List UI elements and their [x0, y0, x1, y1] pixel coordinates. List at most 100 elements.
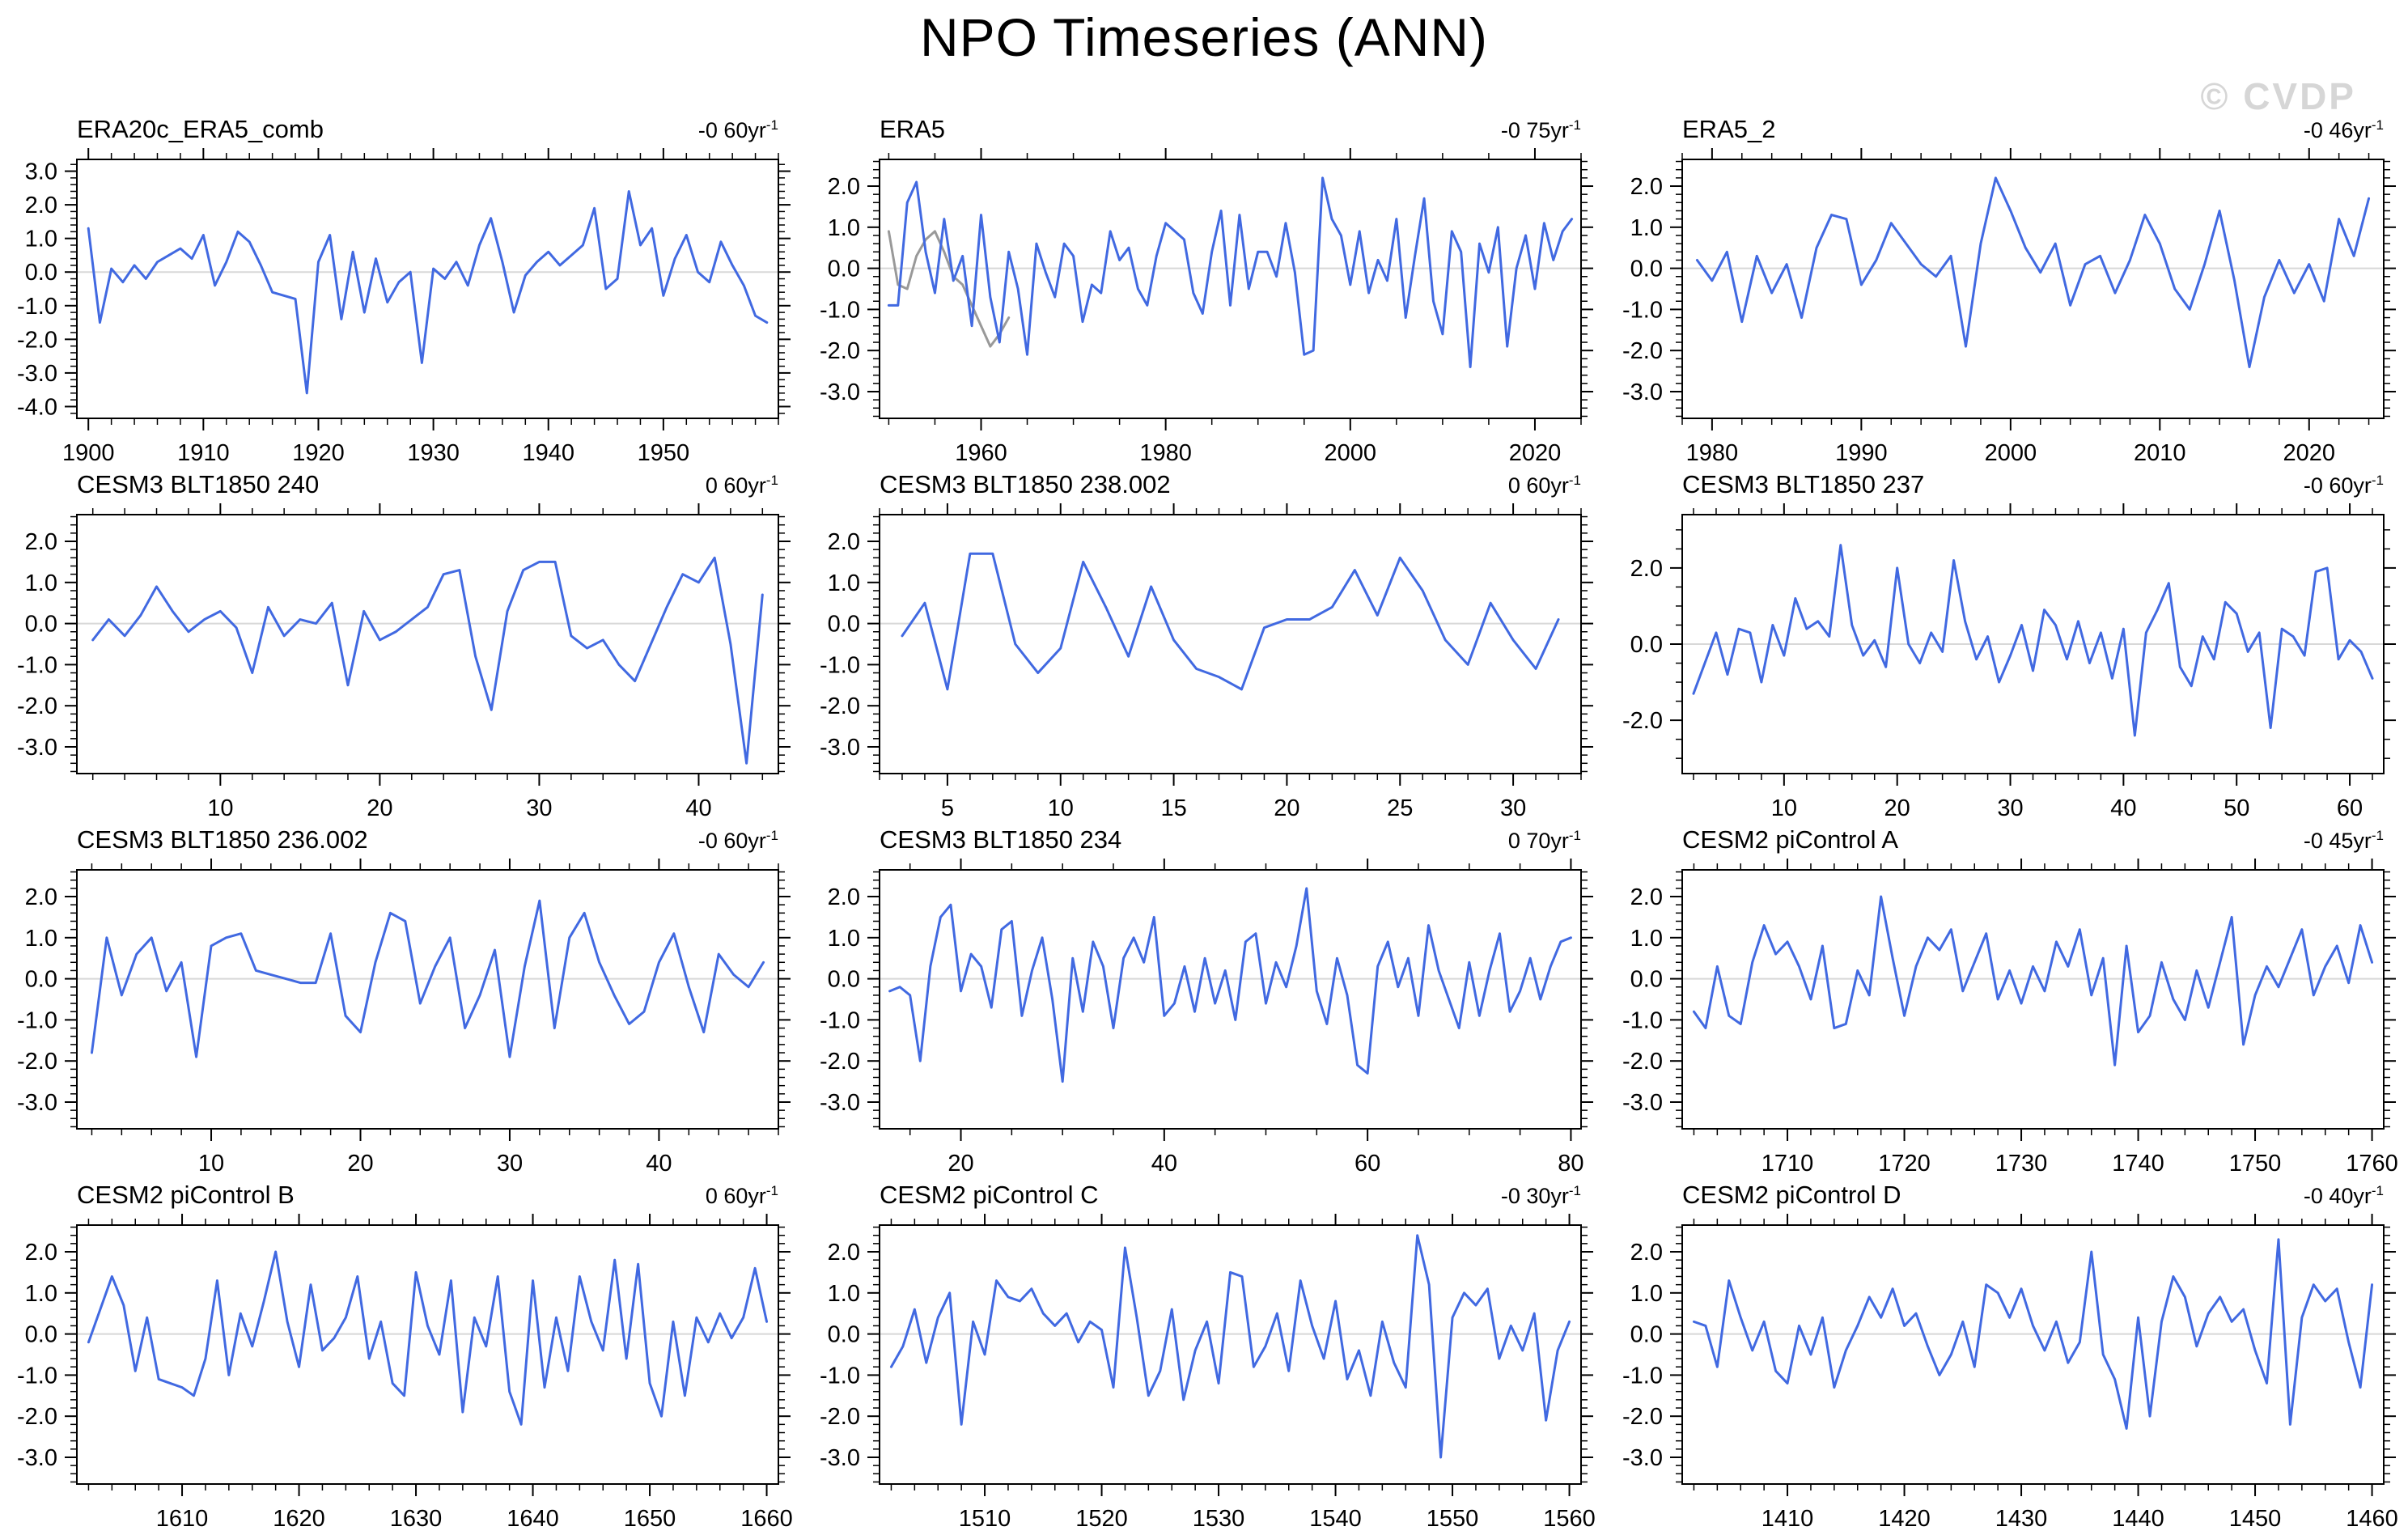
svg-text:40: 40 — [2110, 795, 2136, 821]
chart-title: ERA5_2 — [1682, 115, 1776, 143]
chart-title: CESM3 BLT1850 236.002 — [77, 825, 368, 854]
svg-text:-3.0: -3.0 — [1622, 380, 1663, 405]
svg-text:30: 30 — [497, 1151, 523, 1177]
svg-text:20: 20 — [948, 1151, 973, 1177]
svg-text:0.0: 0.0 — [828, 1322, 860, 1348]
svg-text:-1.0: -1.0 — [17, 1363, 57, 1389]
svg-text:-1.0: -1.0 — [1622, 1007, 1663, 1033]
panel-cesm3-blt1850-237: CESM3 BLT1850 237 -0 60yr-1 2.0 0.0 -2.0 10… — [1605, 469, 2408, 824]
trend-value: -0 30yr — [1500, 1184, 1569, 1208]
svg-text:2.0: 2.0 — [828, 1240, 860, 1266]
panel-cesm3-blt1850-238-002: CESM3 BLT1850 238.002 0 60yr-1 2.0 1.0 0.0… — [803, 469, 1605, 824]
panel-cesm2-picontrol-d: CESM2 piControl D -0 40yr-1 2.0 1.0 0.0 -1.… — [1605, 1179, 2408, 1534]
chart-title: CESM3 BLT1850 234 — [880, 825, 1122, 854]
trend-value: -0 75yr — [1500, 118, 1569, 142]
trend-label: -0 40yr-1 — [2304, 1183, 2384, 1209]
trend-value: -0 45yr — [2303, 829, 2372, 853]
svg-text:15: 15 — [1160, 795, 1186, 821]
svg-text:0.0: 0.0 — [1630, 257, 1663, 282]
trend-label: -0 45yr-1 — [2304, 828, 2384, 854]
svg-text:1660: 1660 — [740, 1506, 793, 1532]
svg-text:1510: 1510 — [959, 1506, 1011, 1532]
panel-cesm2-picontrol-b: CESM2 piControl B 0 60yr-1 2.0 1.0 0.0 -1.0… — [0, 1179, 803, 1534]
svg-text:2000: 2000 — [1985, 440, 2037, 466]
svg-text:-2.0: -2.0 — [820, 338, 860, 364]
chart-title: CESM2 piControl D — [1682, 1181, 1901, 1209]
svg-text:1750: 1750 — [2229, 1151, 2282, 1177]
trend-value: -0 46yr — [2303, 118, 2372, 142]
svg-text:1610: 1610 — [156, 1506, 209, 1532]
timeseries-plot: 2.0 1.0 0.0 -1.0 -2.0 -3.0 1960 1980 2000 2020 — [820, 148, 1593, 466]
svg-text:1980: 1980 — [1686, 440, 1739, 466]
svg-text:1630: 1630 — [390, 1506, 443, 1532]
svg-text:1530: 1530 — [1193, 1506, 1245, 1532]
svg-text:80: 80 — [1558, 1151, 1583, 1177]
svg-text:2.0: 2.0 — [1630, 1240, 1663, 1266]
svg-text:1900: 1900 — [62, 440, 115, 466]
panel-header: CESM3 BLT1850 236.002 -0 60yr-1 — [77, 825, 778, 856]
svg-text:1520: 1520 — [1075, 1506, 1128, 1532]
svg-text:-3.0: -3.0 — [17, 361, 57, 387]
trend-label: 0 70yr-1 — [1508, 828, 1581, 854]
svg-text:40: 40 — [646, 1151, 672, 1177]
svg-text:-3.0: -3.0 — [17, 735, 57, 761]
svg-text:20: 20 — [367, 795, 392, 821]
trend-exponent: -1 — [1568, 1183, 1581, 1198]
svg-text:40: 40 — [1151, 1151, 1177, 1177]
timeseries-plot: 2.0 1.0 0.0 -1.0 -2.0 -3.0 5 10 15 20 25 30 — [820, 503, 1593, 821]
panel-header: CESM3 BLT1850 238.002 0 60yr-1 — [880, 470, 1581, 501]
trend-label: -0 60yr-1 — [698, 828, 778, 854]
panel-header: ERA5 -0 75yr-1 — [880, 115, 1581, 146]
timeseries-plot: 2.0 1.0 0.0 -1.0 -2.0 -3.0 10 20 30 40 — [17, 503, 791, 821]
svg-text:-3.0: -3.0 — [1622, 1445, 1663, 1471]
svg-text:2.0: 2.0 — [25, 529, 57, 555]
svg-text:10: 10 — [198, 1151, 224, 1177]
svg-text:-1.0: -1.0 — [17, 1007, 57, 1033]
panel-cesm3-blt1850-236-002: CESM3 BLT1850 236.002 -0 60yr-1 2.0 1.0 0.… — [0, 824, 803, 1179]
svg-text:2.0: 2.0 — [25, 884, 57, 910]
timeseries-plot: 2.0 0.0 -2.0 10 20 30 40 50 60 — [1622, 503, 2396, 821]
svg-text:-2.0: -2.0 — [1622, 1049, 1663, 1075]
trend-exponent: -1 — [1568, 117, 1581, 133]
trend-label: -0 75yr-1 — [1501, 117, 1581, 143]
chart-title: CESM2 piControl B — [77, 1181, 295, 1209]
svg-text:1430: 1430 — [1995, 1506, 2048, 1532]
cvdp-watermark: © CVDP — [2200, 75, 2356, 117]
svg-text:-1.0: -1.0 — [17, 652, 57, 678]
svg-text:-1.0: -1.0 — [820, 652, 860, 678]
svg-text:1.0: 1.0 — [828, 926, 860, 952]
svg-text:1540: 1540 — [1309, 1506, 1362, 1532]
panel-era5: ERA5 -0 75yr-1 2.0 1.0 0.0 -1.0 -2.0 -3.0 1960… — [803, 113, 1605, 469]
trend-exponent: -1 — [1568, 828, 1581, 843]
trend-label: 0 60yr-1 — [706, 473, 778, 498]
panel-cesm3-blt1850-234: CESM3 BLT1850 234 0 70yr-1 2.0 1.0 0.0 -1.0… — [803, 824, 1605, 1179]
svg-text:20: 20 — [1274, 795, 1299, 821]
svg-text:-3.0: -3.0 — [820, 1090, 860, 1116]
svg-text:-2.0: -2.0 — [820, 1049, 860, 1075]
page-title: NPO Timeseries (ANN) — [919, 7, 1489, 67]
svg-text:2.0: 2.0 — [25, 1240, 57, 1266]
svg-text:50: 50 — [2224, 795, 2249, 821]
svg-text:30: 30 — [1500, 795, 1526, 821]
trend-exponent: -1 — [765, 828, 778, 843]
svg-text:-3.0: -3.0 — [820, 735, 860, 761]
svg-text:1960: 1960 — [955, 440, 1007, 466]
svg-text:10: 10 — [1048, 795, 1074, 821]
svg-text:30: 30 — [526, 795, 552, 821]
svg-text:-1.0: -1.0 — [1622, 1363, 1663, 1389]
svg-text:20: 20 — [347, 1151, 373, 1177]
svg-text:2.0: 2.0 — [1630, 556, 1663, 582]
svg-text:1.0: 1.0 — [1630, 1281, 1663, 1307]
svg-text:0.0: 0.0 — [1630, 1322, 1663, 1348]
trend-value: 0 70yr — [1507, 829, 1569, 853]
trend-exponent: -1 — [2371, 1183, 2384, 1198]
svg-text:2.0: 2.0 — [25, 193, 57, 218]
svg-text:0.0: 0.0 — [1630, 632, 1663, 658]
svg-text:2.0: 2.0 — [1630, 884, 1663, 910]
panel-header: CESM2 piControl D -0 40yr-1 — [1682, 1181, 2384, 1211]
trend-label: 0 60yr-1 — [1508, 473, 1581, 498]
svg-text:-2.0: -2.0 — [1622, 708, 1663, 734]
trend-exponent: -1 — [2371, 473, 2384, 488]
svg-text:25: 25 — [1387, 795, 1413, 821]
